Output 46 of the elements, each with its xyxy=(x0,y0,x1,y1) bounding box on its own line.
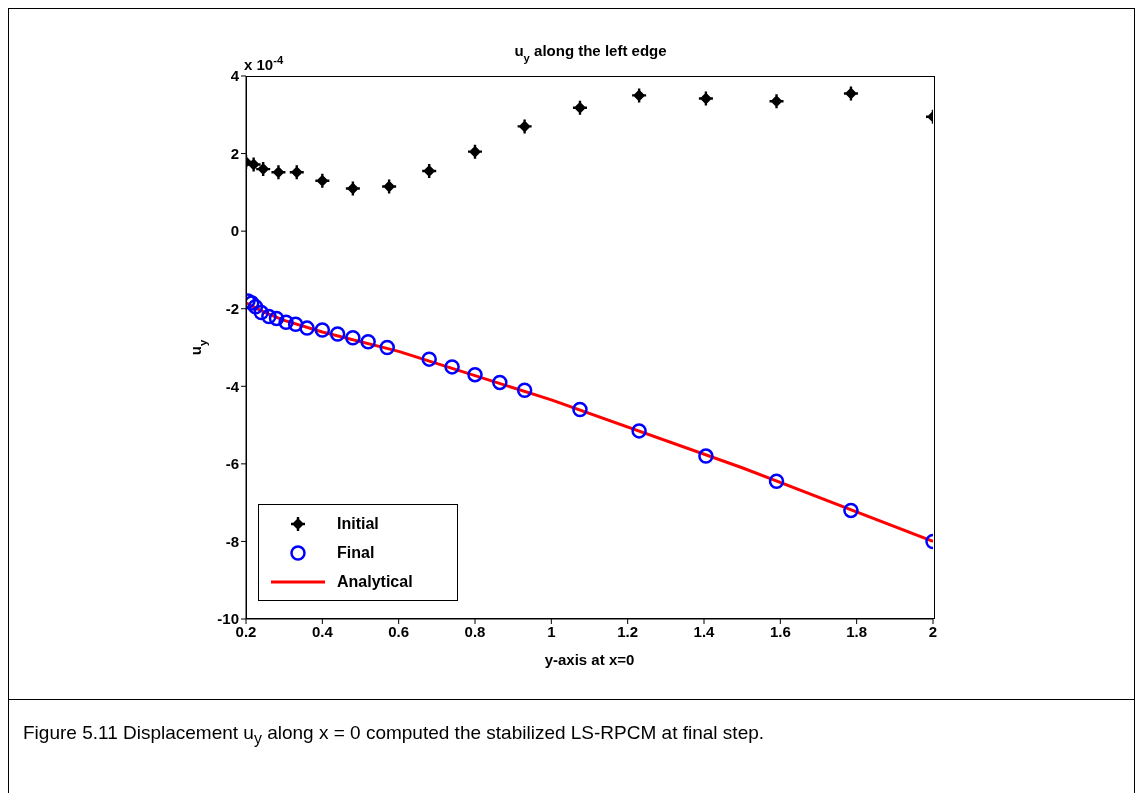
legend-label: Final xyxy=(337,543,375,562)
point xyxy=(299,320,315,336)
caption: Figure 5.11 Displacement u$_{y}$ along x = 0 computed the stabilized LS-RPCM at final step. xyxy=(23,722,765,747)
point xyxy=(287,316,304,332)
x-tick-label: 1.2 xyxy=(617,622,639,640)
point xyxy=(329,326,346,342)
point xyxy=(516,382,533,398)
x-tick-label: 1.4 xyxy=(693,622,716,640)
point xyxy=(572,401,588,418)
point xyxy=(698,448,714,464)
y-tick-label: -10 xyxy=(217,610,239,628)
point xyxy=(843,502,859,519)
x-tick-label: 0.8 xyxy=(464,622,486,640)
point xyxy=(631,423,647,439)
point xyxy=(768,473,785,490)
point xyxy=(278,314,294,331)
point xyxy=(379,339,395,356)
point xyxy=(467,366,483,383)
x-tick-label: 1.6 xyxy=(769,622,791,640)
y-tick-label: 0 xyxy=(230,222,239,240)
x-tick-label: 1.8 xyxy=(846,622,868,640)
chart-title: u$_{y}$ along the left edge xyxy=(514,42,667,64)
legend-label: Initial xyxy=(337,514,379,533)
text: x 10$^{-4}$ xyxy=(244,54,284,73)
point xyxy=(253,304,270,321)
y-tick-label: -6 xyxy=(225,455,239,473)
point xyxy=(444,359,460,375)
y-tick-label: 4 xyxy=(230,67,240,85)
point xyxy=(268,310,285,327)
x-axis-title: y-axis at x=0 xyxy=(544,651,635,668)
point xyxy=(492,374,508,391)
x-tick-label: 0.6 xyxy=(388,622,410,640)
y-tick-label: -8 xyxy=(225,532,239,550)
point xyxy=(421,351,437,367)
y-tick-label: -4 xyxy=(225,377,240,395)
x-tick-label: 0.4 xyxy=(311,622,334,640)
x-tick-label: 1 xyxy=(547,622,556,640)
point xyxy=(345,330,361,346)
point xyxy=(261,308,277,325)
point xyxy=(360,333,376,350)
point xyxy=(247,299,264,315)
legend-label: Analytical xyxy=(337,572,413,591)
point xyxy=(314,322,331,338)
y-tick-label: -2 xyxy=(225,300,239,318)
x-tick-label: 2 xyxy=(928,622,938,640)
y-tick-label: 2 xyxy=(230,144,239,162)
